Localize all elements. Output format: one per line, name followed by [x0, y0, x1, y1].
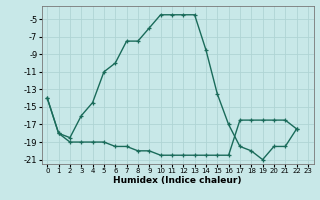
X-axis label: Humidex (Indice chaleur): Humidex (Indice chaleur): [113, 176, 242, 185]
